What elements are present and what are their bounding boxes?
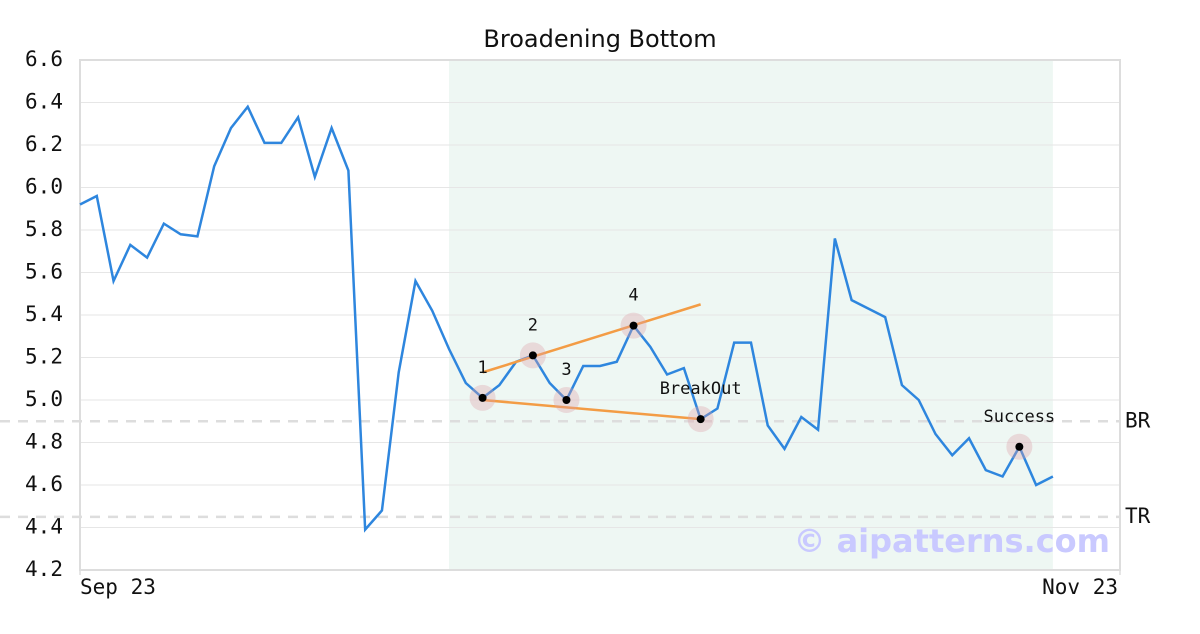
y-tick-label: 5.0 [25, 387, 63, 411]
trend-line [482, 398, 701, 421]
trend-line [482, 303, 702, 374]
y-tick-label: 5.6 [25, 260, 63, 284]
level-label: BR [1125, 408, 1151, 432]
point-label: BreakOut [660, 379, 742, 399]
point-label: 3 [561, 360, 571, 380]
y-tick-label: 4.4 [25, 515, 63, 539]
point-marker [696, 415, 705, 424]
y-tick-label: 5.8 [25, 217, 63, 241]
y-tick-label: 4.8 [25, 430, 63, 454]
point-label: Success [984, 407, 1056, 427]
plot-frame [79, 59, 1121, 571]
point-marker [528, 351, 537, 360]
y-tick-label: 4.2 [25, 557, 63, 581]
point-marker [562, 396, 571, 404]
point-label: 2 [528, 315, 538, 335]
y-tick-label: 6.0 [25, 175, 63, 199]
y-tick-label: 5.2 [25, 345, 63, 369]
point-label: 4 [628, 286, 638, 306]
y-tick-label: 6.6 [25, 47, 63, 71]
x-tick-label: Sep 23 [80, 575, 156, 599]
point-label: 1 [477, 358, 487, 378]
x-tick-label: Nov 23 [1042, 575, 1118, 599]
point-marker [478, 393, 487, 402]
y-tick-label: 6.4 [25, 90, 63, 114]
point-marker [1015, 442, 1024, 451]
y-tick-label: 6.2 [25, 132, 63, 156]
y-tick-label: 4.6 [25, 472, 63, 496]
watermark: © aipatterns.com [793, 522, 1110, 560]
y-tick-label: 5.4 [25, 302, 63, 326]
point-marker [629, 321, 638, 330]
level-label: TR [1125, 504, 1151, 528]
chart-title: Broadening Bottom [483, 25, 716, 53]
